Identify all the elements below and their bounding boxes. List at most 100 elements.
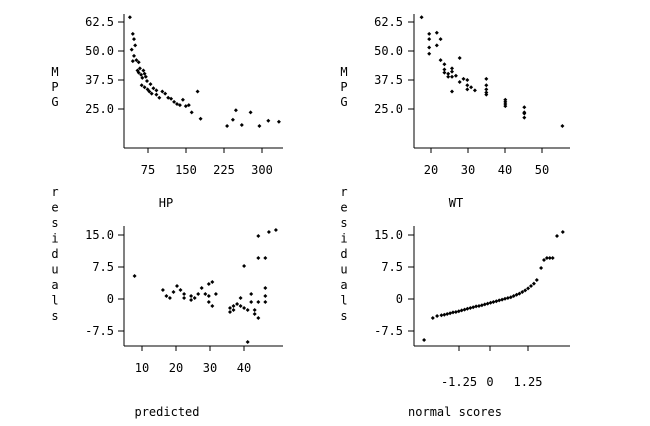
data-point — [479, 303, 484, 308]
data-point — [248, 110, 253, 115]
data-point — [136, 60, 141, 65]
data-point — [178, 288, 183, 292]
data-point — [522, 115, 527, 120]
data-point — [233, 108, 238, 113]
data-point — [503, 99, 508, 104]
data-point — [503, 97, 508, 102]
data-point — [459, 308, 464, 313]
x-tick-label: 30 — [461, 163, 475, 177]
y-tick-label: -7.5 — [85, 324, 114, 338]
data-point — [263, 286, 268, 290]
data-point — [256, 316, 261, 320]
y-tick-label: 37.5 — [374, 73, 403, 87]
x-tick-label: -1.25 — [441, 375, 477, 389]
data-point — [133, 43, 138, 48]
data-point — [471, 305, 476, 310]
y-tick-label: 7.5 — [92, 260, 114, 274]
data-point — [438, 37, 443, 42]
data-point — [430, 316, 435, 320]
data-point — [139, 72, 144, 77]
data-point — [142, 85, 147, 90]
data-point — [225, 124, 230, 128]
data-point — [508, 295, 513, 300]
y-tick-label: 7.5 — [381, 260, 403, 274]
data-point — [231, 308, 236, 312]
data-point — [522, 111, 527, 116]
y-tick-label: 25.0 — [374, 102, 403, 116]
data-point — [140, 75, 145, 80]
data-point — [491, 300, 496, 304]
series-points — [132, 228, 278, 344]
data-point — [149, 91, 154, 96]
data-point — [141, 68, 146, 73]
data-point — [206, 282, 211, 286]
data-point — [263, 294, 268, 298]
data-point — [175, 284, 179, 288]
data-point — [266, 230, 271, 234]
y-tick-label: 0 — [107, 292, 114, 306]
data-point — [192, 296, 197, 300]
data-point — [451, 310, 455, 315]
data-point — [210, 280, 215, 284]
data-point — [465, 87, 470, 92]
data-point — [245, 340, 250, 344]
data-point — [143, 74, 148, 79]
data-point — [484, 90, 489, 95]
series-points — [419, 15, 565, 128]
x-tick-label: 1.25 — [514, 375, 543, 389]
data-point — [469, 85, 474, 90]
data-point — [230, 117, 235, 122]
data-point — [450, 66, 454, 71]
data-point — [130, 59, 135, 64]
data-point — [242, 306, 247, 310]
x-axis-label: HP — [159, 196, 173, 210]
data-point — [500, 297, 505, 302]
data-point — [465, 306, 470, 311]
data-point — [195, 89, 200, 94]
data-point — [482, 302, 487, 307]
data-point — [484, 83, 489, 88]
data-point — [505, 296, 510, 300]
data-point — [263, 300, 268, 304]
data-point — [503, 296, 507, 301]
data-point — [427, 37, 432, 42]
data-point — [136, 70, 141, 75]
data-point — [457, 80, 462, 84]
data-point — [484, 87, 489, 92]
data-point — [266, 118, 271, 123]
x-tick-label: 20 — [424, 163, 438, 177]
x-tick-label: 20 — [169, 361, 183, 375]
data-point — [434, 30, 439, 35]
data-point — [474, 304, 479, 309]
data-point — [442, 312, 447, 317]
data-point — [132, 274, 137, 278]
data-point — [434, 43, 439, 48]
data-point — [520, 290, 525, 294]
data-point — [560, 124, 565, 128]
data-point — [456, 309, 461, 314]
data-point — [137, 66, 142, 71]
data-point — [160, 288, 165, 292]
data-point — [242, 264, 247, 268]
data-point — [142, 71, 147, 76]
series-points — [127, 15, 281, 128]
data-point — [484, 92, 489, 97]
data-point — [228, 306, 232, 310]
data-point — [450, 89, 454, 94]
data-point — [177, 103, 182, 108]
data-point — [468, 306, 473, 310]
y-tick-label: 25.0 — [85, 102, 114, 116]
x-tick-label: 10 — [135, 361, 149, 375]
data-point — [132, 53, 136, 58]
data-point — [252, 308, 257, 312]
data-point — [163, 91, 168, 96]
data-point — [547, 256, 552, 260]
data-point — [129, 47, 134, 52]
data-point — [477, 304, 481, 308]
y-tick-label: 0 — [396, 292, 403, 306]
data-point — [167, 296, 172, 300]
